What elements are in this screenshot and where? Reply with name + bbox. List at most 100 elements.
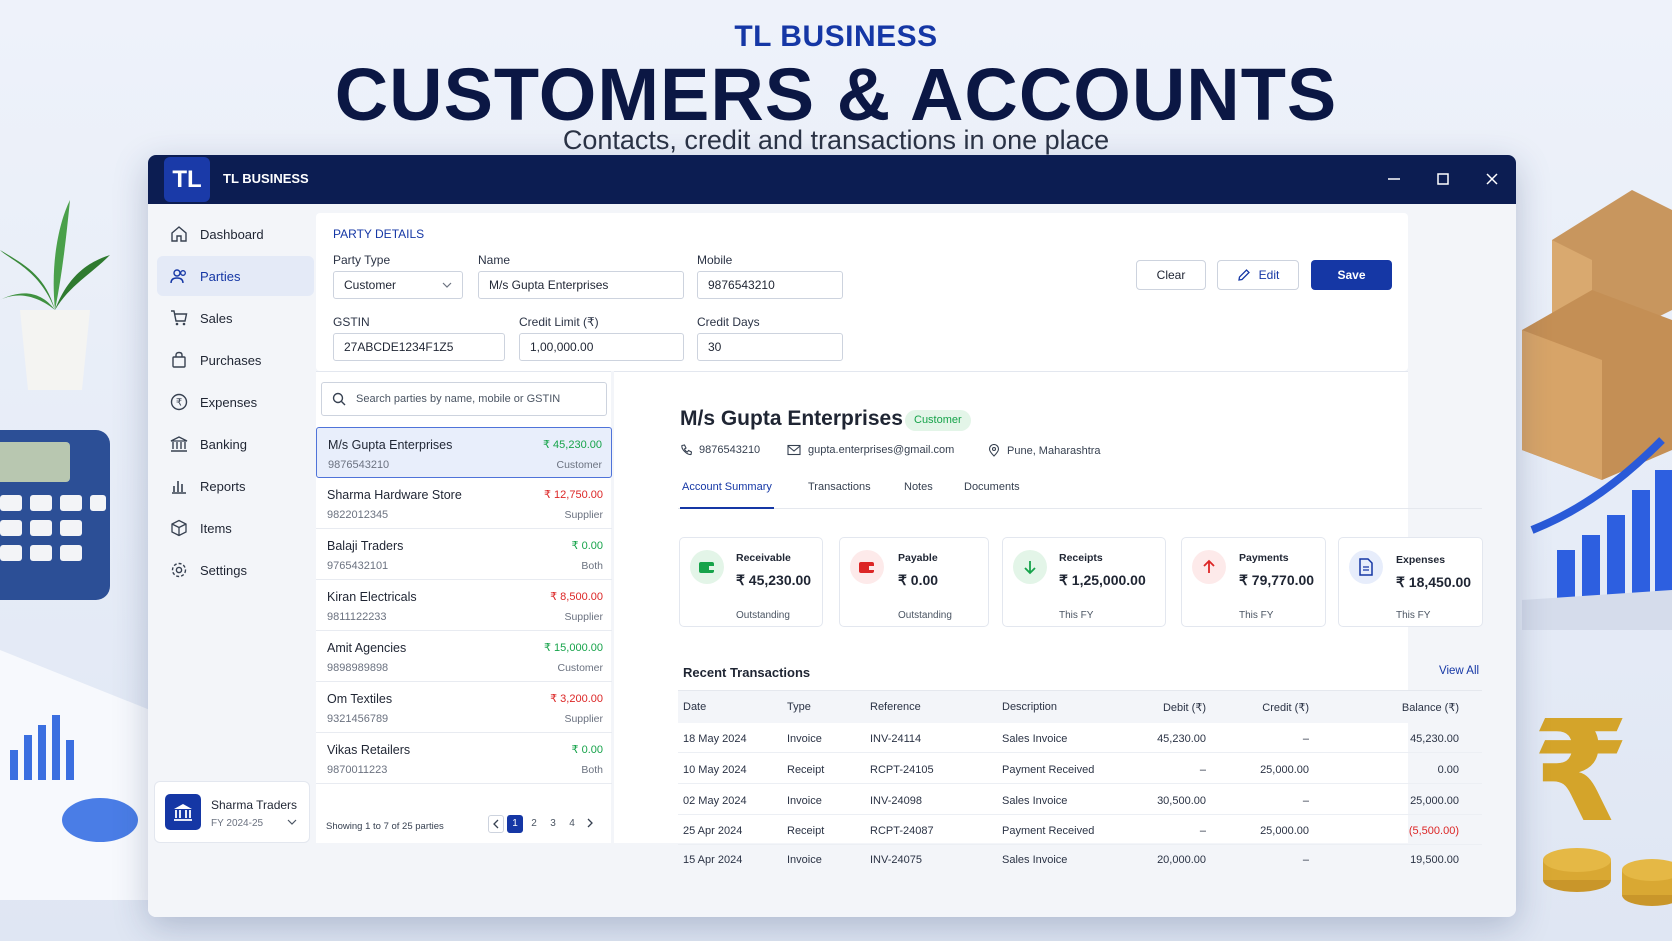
tab-account-summary[interactable]: Account Summary — [680, 481, 774, 509]
status-badge: Customer — [905, 410, 971, 431]
page-button-3[interactable]: 3 — [550, 818, 556, 829]
party-type: Customer — [557, 662, 603, 674]
mail-icon — [787, 444, 801, 456]
box-icon — [171, 519, 187, 537]
list-item[interactable]: M/s Gupta Enterprises ₹ 45,230.00 987654… — [316, 427, 612, 478]
minimize-icon[interactable] — [1382, 167, 1406, 191]
party-balance: ₹ 3,200.00 — [550, 693, 603, 705]
financial-year: FY 2024-25 — [211, 818, 264, 829]
document-icon — [1349, 550, 1383, 584]
list-item[interactable]: Balaji Traders ₹ 0.00 9765432101 Both — [316, 529, 612, 580]
clear-button[interactable]: Clear — [1136, 260, 1206, 290]
search-icon — [332, 392, 346, 406]
party-type: Supplier — [564, 509, 603, 521]
card-value: ₹ 18,450.00 — [1396, 574, 1472, 590]
credit-days-field[interactable]: 30 — [697, 333, 843, 361]
save-button-label: Save — [1337, 268, 1366, 282]
pagination-summary: Showing 1 to 7 of 25 parties — [326, 821, 444, 832]
sidebar-item-parties[interactable]: Parties — [157, 256, 314, 296]
cell-type: Receipt — [787, 825, 825, 837]
cell-balance: 0.00 — [1437, 764, 1459, 776]
party-phone: 9765432101 — [327, 560, 389, 572]
search-input[interactable]: Search parties by name, mobile or GSTIN — [321, 382, 607, 416]
sidebar-item-expenses[interactable]: ₹ Expenses — [157, 382, 314, 422]
sidebar-item-label: Items — [200, 520, 232, 536]
sidebar-item-purchases[interactable]: Purchases — [157, 340, 314, 380]
column-header: Balance (₹) — [1401, 702, 1459, 714]
party-list: M/s Gupta Enterprises ₹ 45,230.00 987654… — [316, 427, 612, 792]
next-page-icon[interactable] — [583, 815, 599, 833]
tab-notes[interactable]: Notes — [904, 481, 933, 493]
party-phone: 9811122233 — [327, 611, 387, 623]
party-balance: ₹ 12,750.00 — [544, 489, 603, 501]
list-item[interactable]: Amit Agencies ₹ 15,000.00 9898989898 Cus… — [316, 631, 612, 682]
table-row[interactable]: 25 Apr 2024 Receipt RCPT-24087 Payment R… — [678, 816, 1482, 845]
sidebar-item-sales[interactable]: Sales — [157, 298, 314, 338]
table-row[interactable]: 02 May 2024 Invoice INV-24098 Sales Invo… — [678, 786, 1482, 815]
calculator-illustration — [0, 430, 110, 600]
growth-chart-illustration — [1522, 437, 1672, 630]
sidebar-item-banking[interactable]: Banking — [157, 424, 314, 464]
sidebar-item-settings[interactable]: Settings — [157, 550, 314, 590]
party-name: Sharma Hardware Store — [327, 488, 462, 502]
plant-illustration — [0, 200, 110, 390]
users-icon — [170, 269, 186, 284]
party-name: Amit Agencies — [327, 641, 407, 655]
table-header: Date Type Reference Description Debit (₹… — [678, 690, 1482, 723]
cell-date: 25 Apr 2024 — [683, 825, 743, 837]
sidebar-item-dashboard[interactable]: Dashboard — [157, 214, 314, 254]
detail-tabs: Account Summary Transactions Notes Docum… — [678, 481, 1482, 509]
summary-card-payments: Payments ₹ 79,770.00 This FY — [1181, 537, 1326, 627]
tab-transactions[interactable]: Transactions — [808, 481, 871, 493]
summary-card-receivable: Receivable ₹ 45,230.00 Outstanding — [679, 537, 823, 627]
tab-documents[interactable]: Documents — [964, 481, 1020, 493]
company-switcher[interactable]: Sharma Traders FY 2024-25 — [154, 781, 310, 843]
name-field[interactable]: M/s Gupta Enterprises — [478, 271, 684, 299]
list-item[interactable]: Om Textiles ₹ 3,200.00 9321456789 Suppli… — [316, 682, 612, 733]
sidebar-item-label: Reports — [200, 478, 246, 494]
contact-email[interactable]: gupta.enterprises@gmail.com — [787, 444, 954, 456]
party-phone: 9898989898 — [327, 662, 389, 674]
sidebar-item-label: Banking — [200, 436, 247, 452]
gstin-field[interactable]: 27ABCDE1234F1Z5 — [333, 333, 505, 361]
page-button-1[interactable]: 1 — [507, 815, 523, 833]
mobile-label: Mobile — [697, 253, 733, 267]
sidebar-item-reports[interactable]: Reports — [157, 466, 314, 506]
card-subtext: This FY — [1239, 610, 1274, 621]
page-button-2[interactable]: 2 — [531, 818, 537, 829]
close-icon[interactable] — [1480, 167, 1504, 191]
list-item[interactable]: Kiran Electricals ₹ 8,500.00 9811122233 … — [316, 580, 612, 631]
credit-limit-field[interactable]: 1,00,000.00 — [519, 333, 684, 361]
cell-date: 18 May 2024 — [683, 733, 747, 745]
party-phone: 9876543210 — [328, 459, 390, 471]
view-all-link[interactable]: View All — [1439, 665, 1480, 677]
table-row[interactable]: 18 May 2024 Invoice INV-24114 Sales Invo… — [678, 724, 1482, 753]
bank-icon — [165, 794, 201, 830]
maximize-icon[interactable] — [1431, 167, 1455, 191]
location-pin-icon — [988, 444, 1000, 457]
contact-location: Pune, Maharashtra — [988, 444, 1101, 457]
edit-button[interactable]: Edit — [1217, 260, 1299, 290]
list-item[interactable]: Sharma Hardware Store ₹ 12,750.00 982201… — [316, 478, 612, 529]
rupee-coins-illustration: ₹ — [1532, 691, 1672, 906]
cell-type: Invoice — [787, 795, 822, 807]
party-type-select[interactable]: Customer — [333, 271, 463, 299]
cell-description: Payment Received — [1002, 825, 1095, 837]
list-item[interactable]: Vikas Retailers ₹ 0.00 9870011223 Both — [316, 733, 612, 784]
sidebar-item-items[interactable]: Items — [157, 508, 314, 548]
mobile-field[interactable]: 9876543210 — [697, 271, 843, 299]
table-row[interactable]: 15 Apr 2024 Invoice INV-24075 Sales Invo… — [678, 845, 1482, 874]
wallet-icon — [690, 550, 724, 584]
table-row[interactable]: 10 May 2024 Receipt RCPT-24105 Payment R… — [678, 755, 1482, 784]
party-details-form: PARTY DETAILS Party Type Customer Name M… — [316, 213, 1408, 371]
card-value: ₹ 79,770.00 — [1239, 572, 1315, 588]
recent-transactions-title: Recent Transactions — [683, 665, 811, 680]
hero-brand: TL BUSINESS — [734, 20, 938, 53]
home-icon — [171, 226, 187, 242]
summary-card-payable: Payable ₹ 0.00 Outstanding — [839, 537, 989, 627]
page-button-4[interactable]: 4 — [569, 818, 575, 829]
cell-date: 02 May 2024 — [683, 795, 747, 807]
prev-page-icon[interactable] — [488, 815, 504, 833]
report-paper-illustration — [0, 650, 150, 900]
save-button[interactable]: Save — [1311, 260, 1392, 290]
